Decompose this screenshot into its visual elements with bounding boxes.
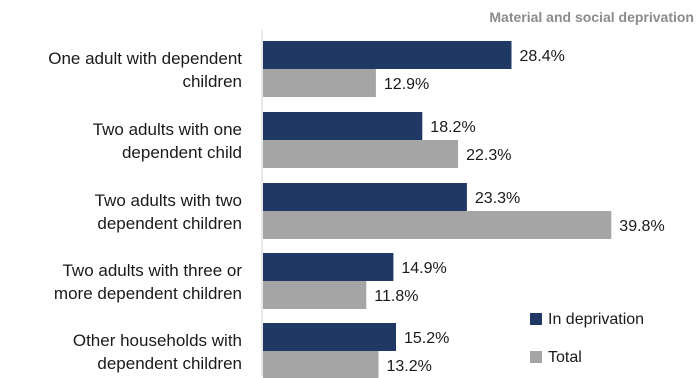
data-label: 13.2% (387, 358, 432, 375)
data-label: 39.8% (619, 218, 664, 235)
value-labels: 28.4% 12.9% 18.2% 22.3% 23.3% 39.8% 14.9% 11.8%… (374, 48, 664, 375)
bar-in-deprivation (263, 253, 394, 281)
bar-in-deprivation (263, 183, 467, 211)
category-label: Other households with dependent children (73, 331, 242, 373)
data-label: 12.9% (384, 76, 429, 93)
bar-total (263, 351, 379, 378)
category-label-line: One adult with dependent (48, 49, 242, 68)
legend-swatch (530, 313, 542, 325)
data-label: 14.9% (401, 260, 446, 277)
bar-in-deprivation (263, 112, 423, 140)
category-label-line: dependent children (97, 354, 242, 373)
data-label: 18.2% (430, 119, 475, 136)
legend-label: Total (548, 349, 582, 366)
legend-label: In deprivation (548, 311, 644, 328)
legend-swatch (530, 351, 542, 363)
bar-total (263, 140, 459, 168)
category-label-line: Other households with (73, 331, 242, 350)
category-label: One adult with dependent children (48, 49, 242, 91)
chart-subtitle: Material and social deprivation (489, 9, 694, 25)
category-label-line: Two adults with three or (62, 261, 242, 280)
legend: In deprivation Total (530, 311, 644, 366)
data-label: 23.3% (475, 190, 520, 207)
category-label-line: more dependent children (54, 284, 242, 303)
data-label: 11.8% (374, 288, 418, 305)
data-label: 22.3% (466, 147, 511, 164)
category-label-line: dependent children (97, 214, 242, 233)
category-label: Two adults with two dependent children (95, 191, 242, 233)
bar-in-deprivation (263, 41, 512, 69)
category-label-line: Two adults with one (93, 120, 242, 139)
category-label-line: dependent child (122, 143, 242, 162)
category-label: Two adults with three or more dependent c… (54, 261, 242, 303)
bars (263, 41, 612, 378)
data-label: 28.4% (520, 48, 565, 65)
bar-in-deprivation (263, 323, 396, 351)
category-label-line: Two adults with two (95, 191, 242, 210)
data-label: 15.2% (404, 330, 449, 347)
bar-total (263, 281, 367, 309)
bar-total (263, 69, 376, 97)
category-labels: One adult with dependent children Two adul… (48, 49, 242, 373)
category-label: Two adults with one dependent child (93, 120, 242, 162)
category-label-line: children (182, 72, 242, 91)
bar-total (263, 211, 612, 239)
